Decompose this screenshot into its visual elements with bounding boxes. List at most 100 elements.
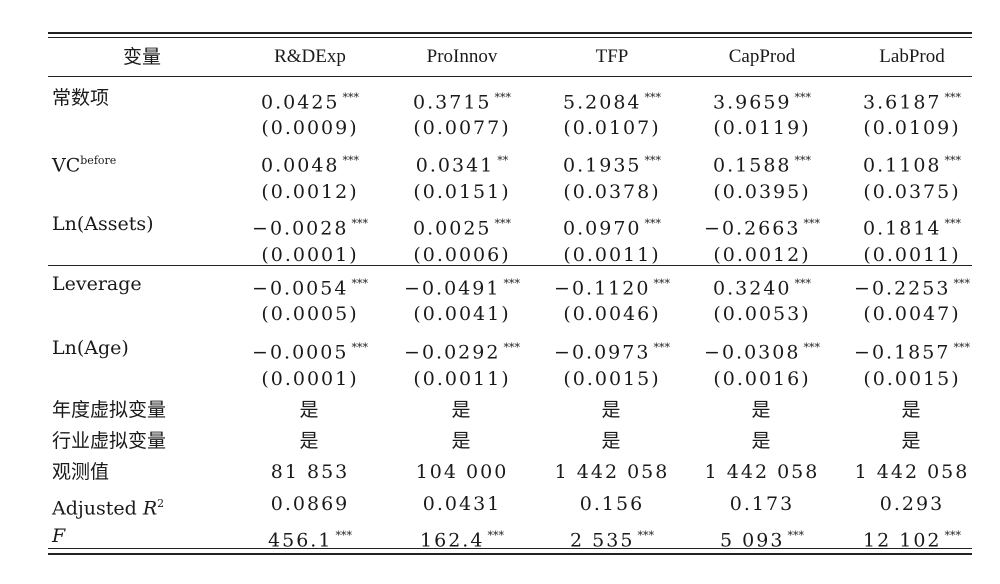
footer-value: 是 <box>751 430 773 452</box>
coefficient-cell: 0.0025 *** <box>413 213 511 239</box>
significance-stars: ** <box>497 154 509 167</box>
coefficient-value: 0.3240 <box>713 277 792 300</box>
footer-value: 是 <box>901 430 923 452</box>
footer-value-cell: 104 000 <box>416 461 509 483</box>
coefficient-cell: 0.3715 *** <box>413 87 511 113</box>
coefficient-value: −0.0028 <box>252 217 349 240</box>
footer-value-cell: 是 <box>451 399 472 421</box>
footer-value: 1 442 058 <box>704 461 820 483</box>
significance-stars: *** <box>803 341 820 354</box>
footer-value: 1 442 058 <box>854 461 970 483</box>
coefficient-value: 0.1588 <box>713 154 792 177</box>
coefficient-cell: −0.0292 *** <box>404 337 520 363</box>
footer-value: 是 <box>601 399 623 421</box>
coefficient-value: −0.0491 <box>404 277 501 300</box>
coefficient-cell: −0.0491 *** <box>404 273 520 299</box>
coefficient-cell: −0.0054 *** <box>252 273 368 299</box>
std-error-cell: (0.0001) <box>261 244 359 266</box>
row-label-text: Leverage <box>52 273 142 295</box>
footer-value-cell: 0.0431 <box>423 493 501 515</box>
coefficient-value: 3.6187 <box>863 91 942 114</box>
footer-label: 观测值 <box>52 461 109 483</box>
std-error-cell: (0.0011) <box>563 244 661 266</box>
std-error-cell: (0.0011) <box>413 368 511 390</box>
footer-label-superscript: 2 <box>157 497 165 510</box>
coefficient-value: 0.0970 <box>563 217 642 240</box>
footer-label: 年度虚拟变量 <box>52 399 166 421</box>
footer-value-cell: 1 442 058 <box>855 461 970 483</box>
std-error-cell: (0.0053) <box>713 303 811 325</box>
header-labprod: LabProd <box>879 46 945 67</box>
row-label: Ln(Age) <box>52 337 129 359</box>
header-capprod: CapProd <box>728 46 796 67</box>
coefficient-value: −0.2253 <box>854 277 951 300</box>
footer-value-cell: 是 <box>451 430 472 452</box>
mid-rule <box>48 265 972 266</box>
footer-value: 162.4 <box>420 529 485 552</box>
coefficient-value: −0.1120 <box>554 277 651 300</box>
footer-value-cell: 是 <box>901 399 922 421</box>
significance-stars: *** <box>944 154 961 167</box>
significance-stars: *** <box>335 529 352 542</box>
coefficient-cell: 3.9659 *** <box>713 87 811 113</box>
footer-value: 5 093 <box>720 529 785 552</box>
coefficient-value: −0.2663 <box>704 217 801 240</box>
significance-stars: *** <box>944 217 961 230</box>
footer-value: 0.0869 <box>270 493 350 515</box>
footer-label: 行业虚拟变量 <box>52 430 166 452</box>
coefficient-value: 0.3715 <box>413 91 492 114</box>
coefficient-cell: −0.0005 *** <box>252 337 368 363</box>
significance-stars: *** <box>637 529 654 542</box>
footer-value-cell: 0.0869 <box>271 493 349 515</box>
std-error-cell: (0.0012) <box>261 181 359 203</box>
coefficient-value: −0.0054 <box>252 277 349 300</box>
std-error-cell: (0.0395) <box>713 181 811 203</box>
std-error-cell: (0.0015) <box>563 368 661 390</box>
footer-value: 0.156 <box>579 493 645 515</box>
footer-value-cell: 5 093 *** <box>720 525 804 551</box>
footer-value-cell: 是 <box>901 430 922 452</box>
footer-value: 12 102 <box>863 529 942 552</box>
coefficient-value: −0.0308 <box>704 341 801 364</box>
coefficient-value: 0.0025 <box>413 217 492 240</box>
coefficient-cell: 0.1588 *** <box>713 150 811 176</box>
significance-stars: *** <box>494 91 511 104</box>
row-label-superscript: before <box>80 154 117 167</box>
footer-value: 是 <box>751 399 773 421</box>
significance-stars: *** <box>803 217 820 230</box>
footer-label: F <box>52 525 65 547</box>
coefficient-cell: 0.0970 *** <box>563 213 661 239</box>
footer-value: 2 535 <box>570 529 635 552</box>
row-label-text: 常数项 <box>52 87 110 109</box>
std-error-cell: (0.0006) <box>413 244 511 266</box>
coefficient-value: −0.0973 <box>554 341 651 364</box>
footer-label-text: 观测值 <box>52 461 110 483</box>
significance-stars: *** <box>944 91 961 104</box>
coefficient-cell: 0.1108 *** <box>863 150 961 176</box>
row-label: VCbefore <box>52 150 116 176</box>
std-error-cell: (0.0119) <box>713 117 811 139</box>
footer-value-cell: 162.4 *** <box>420 525 504 551</box>
header-rdexp: R&DExp <box>274 46 346 67</box>
std-error-cell: (0.0015) <box>863 368 961 390</box>
footer-value-cell: 12 102 *** <box>863 525 961 551</box>
coefficient-cell: −0.1120 *** <box>554 273 670 299</box>
footer-label-text: 行业虚拟变量 <box>52 430 167 452</box>
top-rule-outer <box>48 32 972 34</box>
coefficient-value: 0.1935 <box>563 154 642 177</box>
std-error-cell: (0.0041) <box>413 303 511 325</box>
coefficient-value: 0.0341 <box>415 154 495 177</box>
coefficient-cell: 3.6187 *** <box>863 87 961 113</box>
coefficient-cell: 0.1935 *** <box>563 150 661 176</box>
footer-value-cell: 是 <box>299 399 320 421</box>
footer-value-cell: 是 <box>601 430 622 452</box>
coefficient-value: 3.9659 <box>713 91 792 114</box>
row-label: Leverage <box>52 273 142 295</box>
coefficient-value: 0.1108 <box>863 154 942 177</box>
footer-label-text: F <box>52 525 66 547</box>
significance-stars: *** <box>342 154 359 167</box>
significance-stars: *** <box>794 277 811 290</box>
coefficient-cell: 0.0048 *** <box>261 150 359 176</box>
row-label-text: Ln(Assets) <box>52 213 154 235</box>
std-error-cell: (0.0109) <box>863 117 961 139</box>
